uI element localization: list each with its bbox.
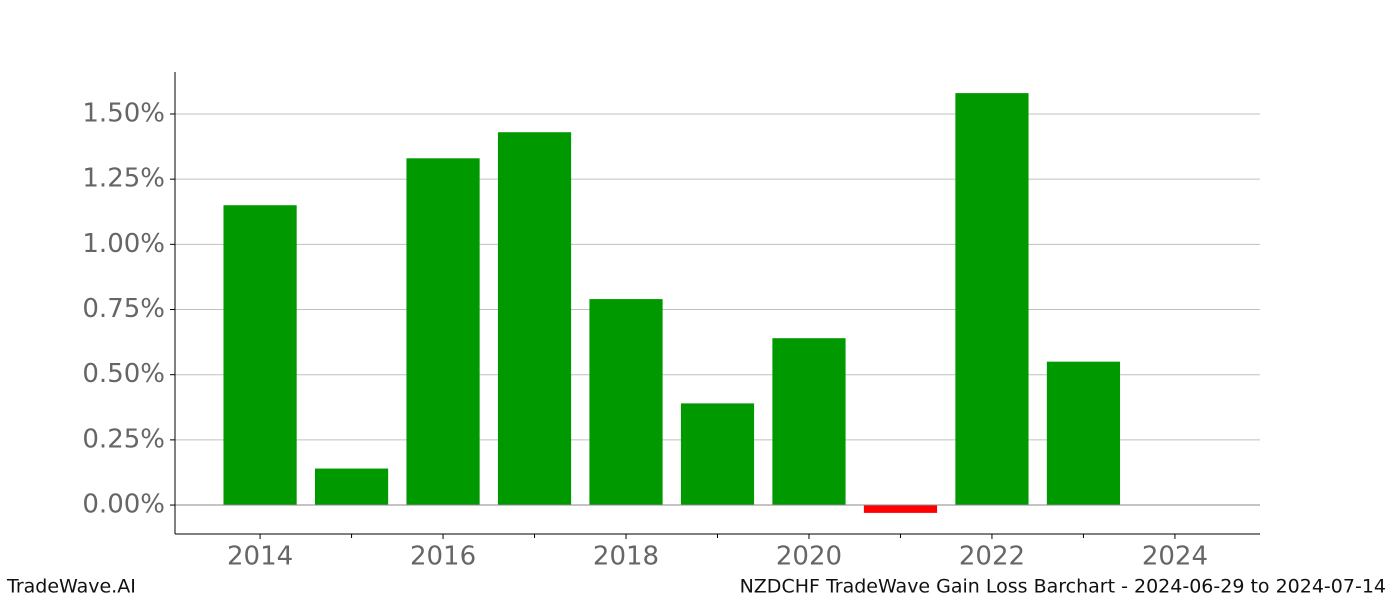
x-tick-label: 2016 — [410, 542, 476, 572]
x-tick-label: 2014 — [227, 542, 293, 572]
y-tick-label: 0.00% — [82, 490, 165, 520]
bar — [589, 299, 663, 506]
bar — [223, 205, 297, 506]
bar — [1046, 361, 1121, 506]
y-tick-label: 1.50% — [82, 98, 165, 128]
y-tick-label: 0.50% — [82, 359, 165, 389]
y-tick-label: 1.25% — [82, 164, 165, 194]
x-tick-label: 2020 — [776, 542, 842, 572]
x-tick-label: 2022 — [959, 542, 1025, 572]
bar — [497, 132, 572, 506]
x-tick-label: 2018 — [593, 542, 659, 572]
x-tick-label: 2024 — [1142, 542, 1208, 572]
y-tick-label: 0.25% — [82, 424, 165, 454]
brand: TradeWave.AI — [6, 576, 136, 598]
bar — [772, 338, 846, 506]
bar — [314, 468, 389, 506]
y-tick-label: 1.00% — [82, 229, 165, 259]
bar — [406, 158, 480, 506]
y-tick-label: 0.75% — [82, 294, 165, 324]
chart-title: NZDCHF TradeWave Gain Loss Barchart - 20… — [740, 576, 1386, 598]
bar — [680, 403, 755, 506]
bar — [863, 505, 938, 513]
bar — [955, 93, 1029, 506]
